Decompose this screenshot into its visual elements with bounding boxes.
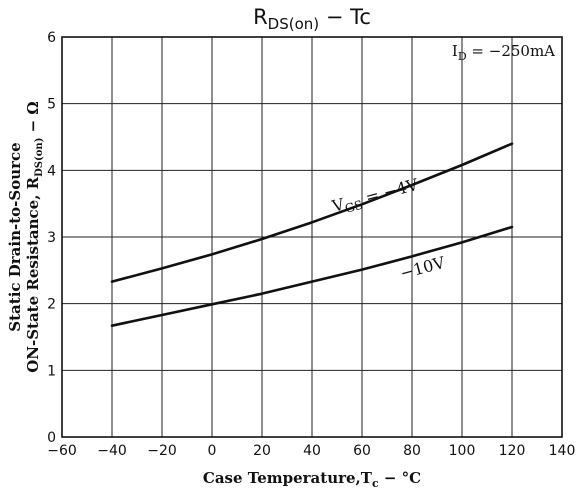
plot-frame [61, 36, 563, 438]
chart-title-main: R [253, 5, 268, 29]
x-tick-label: −60 [47, 443, 77, 459]
x-tick-label: 100 [449, 443, 476, 459]
series-label-vgs-4v-main: V [329, 194, 346, 216]
y-tick-label: 0 [47, 430, 56, 446]
x-axis-label-main: Case Temperature,T [203, 469, 373, 487]
x-tick-label: 120 [499, 443, 526, 459]
y-axis-label-line2-main: ON-State Resistance, R [24, 176, 42, 372]
series-label-vgs-4v-suffix: = −4V [358, 175, 420, 209]
y-tick-label: 4 [47, 163, 56, 179]
x-tick-label: 140 [549, 443, 576, 459]
id-annotation-sub: D [458, 50, 467, 63]
y-tick-label: 1 [47, 363, 56, 379]
x-tick-label: 60 [353, 443, 371, 459]
y-axis-label-line2-suffix: − Ω [24, 101, 42, 137]
y-ticks: 0 1 2 3 4 5 6 [47, 30, 56, 446]
grid [62, 37, 562, 437]
y-axis-label-line1: Static Drain-to-Source [6, 142, 24, 331]
y-tick-label: 5 [47, 97, 56, 113]
id-annotation-main: I [452, 42, 458, 60]
series-line-0 [110, 142, 514, 283]
y-tick-label: 3 [47, 230, 56, 246]
series-line-1 [110, 225, 514, 327]
x-tick-label: −40 [97, 443, 127, 459]
x-axis-label-suffix: − °C [379, 469, 422, 487]
x-tick-label: −20 [147, 443, 177, 459]
x-tick-label: 20 [253, 443, 271, 459]
chart-title-suffix: − Tc [319, 5, 371, 29]
series-group [110, 142, 514, 327]
x-tick-label: 80 [403, 443, 421, 459]
x-axis-label: Case Temperature,Tc − °C [203, 469, 421, 490]
y-axis-label-line2-sub: DS(on) [34, 138, 45, 177]
id-annotation: ID = −250mA [452, 42, 555, 63]
id-annotation-suffix: = −250mA [467, 42, 556, 60]
x-axis-label-sub: c [372, 477, 379, 490]
y-tick-label: 6 [47, 30, 56, 46]
y-axis-label-line2: ON-State Resistance, RDS(on) − Ω [24, 101, 45, 373]
chart-title: RDS(on) − Tc [253, 5, 371, 33]
y-tick-label: 2 [47, 297, 56, 313]
x-tick-label: 0 [208, 443, 217, 459]
series-label-vgs-4v: VGS = −4V [329, 175, 421, 219]
x-tick-label: 40 [303, 443, 321, 459]
series-label-vgs-4v-sub: GS [343, 198, 364, 216]
x-ticks: −60 −40 −20 0 20 40 60 80 100 120 140 [47, 443, 575, 459]
chart-title-sub: DS(on) [268, 15, 319, 33]
